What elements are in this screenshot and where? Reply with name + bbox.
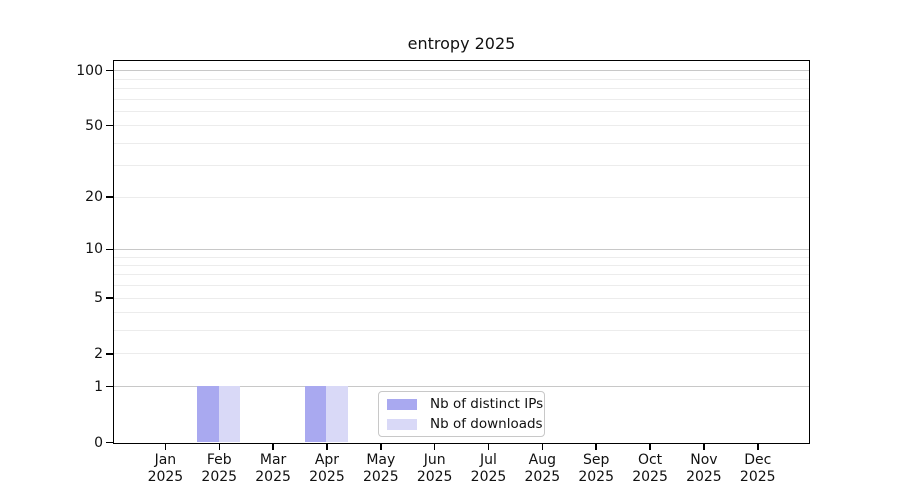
- x-tick-month: Aug: [528, 452, 557, 468]
- x-tick: [218, 443, 220, 450]
- x-tick-year: 2025: [309, 468, 345, 485]
- x-tick-month: Feb: [206, 452, 232, 468]
- y-tick: [106, 248, 113, 251]
- x-tick: [433, 443, 436, 450]
- bar-downloads: [326, 386, 348, 442]
- x-tick: [272, 443, 274, 450]
- legend-entry: Nb of distinct IPs: [387, 396, 544, 413]
- x-tick-month: Apr: [314, 452, 340, 468]
- x-tick-label: Feb 2025: [179, 452, 259, 485]
- x-tick-label: Dec 2025: [718, 452, 798, 485]
- legend-swatch: [387, 398, 417, 410]
- y-tick: [106, 69, 113, 72]
- x-tick-label: Aug 2025: [502, 452, 582, 485]
- x-tick-year: 2025: [255, 468, 291, 485]
- x-tick-month: Sep: [582, 452, 610, 468]
- legend-entry: Nb of downloads: [387, 416, 544, 433]
- x-tick-label: Jan 2025: [125, 452, 205, 485]
- x-tick-year: 2025: [524, 468, 561, 485]
- y-tick-label: 1: [94, 378, 103, 395]
- x-tick: [487, 443, 490, 450]
- gridline-minor: [113, 297, 809, 299]
- gridline-major: [113, 70, 809, 72]
- legend-label: Nb of downloads: [430, 416, 543, 432]
- y-tick: [106, 124, 113, 127]
- x-tick-label: Jul 2025: [449, 452, 529, 485]
- x-tick-year: 2025: [362, 468, 399, 485]
- gridline-minor: [113, 312, 809, 314]
- x-tick-year: 2025: [632, 468, 668, 485]
- gridline-major: [113, 386, 809, 388]
- gridline-minor: [113, 264, 809, 266]
- x-tick-label: Jun 2025: [395, 452, 475, 485]
- x-tick-year: 2025: [201, 468, 238, 485]
- gridline-minor: [113, 330, 809, 332]
- x-tick-month: Jan: [154, 452, 177, 468]
- x-tick-label: Oct 2025: [610, 452, 690, 485]
- x-tick: [326, 443, 328, 450]
- gridline-minor: [113, 274, 809, 276]
- legend: Nb of distinct IPs Nb of downloads: [378, 391, 545, 437]
- x-tick-year: 2025: [686, 468, 722, 485]
- x-tick: [649, 443, 651, 450]
- y-tick-label: 0: [94, 434, 103, 451]
- y-tick-label: 2: [94, 345, 103, 362]
- y-tick-label: 100: [76, 62, 103, 79]
- x-tick-year: 2025: [416, 468, 453, 485]
- x-tick: [757, 443, 759, 450]
- chart-title: entropy 2025: [407, 34, 516, 53]
- x-tick-month: Jun: [423, 452, 446, 468]
- x-tick: [595, 443, 597, 450]
- x-tick-month: Oct: [637, 452, 663, 468]
- y-tick: [106, 196, 113, 198]
- y-tick: [106, 441, 113, 444]
- gridline-minor: [113, 78, 809, 80]
- x-tick-year: 2025: [147, 468, 184, 485]
- x-tick: [703, 443, 705, 450]
- gridline-minor: [113, 353, 809, 355]
- x-tick-month: Mar: [259, 452, 287, 468]
- x-tick-label: Nov 2025: [664, 452, 744, 485]
- gridline-minor: [113, 87, 809, 89]
- bar-downloads: [218, 386, 241, 442]
- x-tick-month: Dec: [744, 452, 772, 468]
- x-tick-year: 2025: [470, 468, 507, 485]
- gridline-minor: [113, 285, 809, 287]
- gridline-minor: [113, 142, 809, 144]
- bar-distinct-ips: [305, 386, 327, 442]
- y-tick: [106, 297, 113, 299]
- x-tick-year: 2025: [578, 468, 614, 485]
- y-tick: [106, 353, 113, 355]
- x-tick-label: Sep 2025: [556, 452, 636, 485]
- y-tick-label: 50: [85, 117, 103, 134]
- bar-distinct-ips: [197, 386, 219, 442]
- x-tick-year: 2025: [739, 468, 776, 485]
- y-tick-label: 10: [85, 241, 103, 258]
- x-tick-label: Mar 2025: [233, 452, 313, 485]
- gridline-minor: [113, 196, 809, 198]
- x-tick: [164, 443, 167, 450]
- gridline-minor: [113, 110, 809, 112]
- x-tick: [541, 443, 544, 450]
- legend-label: Nb of distinct IPs: [430, 396, 544, 412]
- x-tick-label: May 2025: [341, 452, 421, 485]
- x-tick: [380, 443, 382, 450]
- y-tick-label: 5: [94, 290, 103, 307]
- y-tick: [106, 385, 113, 388]
- x-tick-month: May: [366, 452, 396, 468]
- x-tick-month: Jul: [480, 452, 497, 468]
- y-tick-label: 20: [85, 189, 103, 206]
- plot-area: [112, 60, 810, 444]
- gridline-minor: [113, 256, 809, 258]
- x-tick-label: Apr 2025: [287, 452, 367, 485]
- gridline-minor: [113, 165, 809, 167]
- legend-swatch: [387, 418, 417, 430]
- gridline-minor: [113, 125, 809, 127]
- x-tick-month: Nov: [690, 452, 718, 468]
- gridline-major: [113, 248, 809, 250]
- gridline-minor: [113, 98, 809, 100]
